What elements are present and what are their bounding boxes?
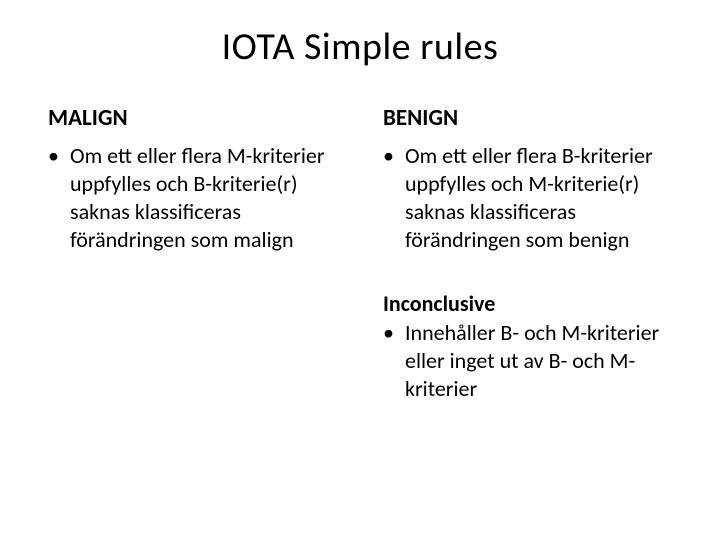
left-heading: MALIGN <box>48 104 351 132</box>
bullet-icon: • <box>383 142 405 170</box>
bullet-icon: • <box>383 319 405 347</box>
slide: IOTA Simple rules MALIGN • Om ett eller … <box>0 0 720 540</box>
list-item: • Innehåller B- och M-kriterier eller in… <box>383 319 686 403</box>
left-bullet-text: Om ett eller flera M-kriterier uppfylles… <box>70 142 351 254</box>
bullet-icon: • <box>48 142 70 170</box>
right-heading: BENIGN <box>383 104 686 132</box>
list-item: • Om ett eller flera B-kriterier uppfyll… <box>383 142 686 254</box>
inconclusive-heading: Inconclusive <box>383 290 686 317</box>
list-item: • Om ett eller flera M-kriterier uppfyll… <box>48 142 351 254</box>
left-column: MALIGN • Om ett eller flera M-kriterier … <box>48 104 351 411</box>
content-columns: MALIGN • Om ett eller flera M-kriterier … <box>0 94 720 411</box>
slide-title: IOTA Simple rules <box>0 0 720 94</box>
right-column: BENIGN • Om ett eller flera B-kriterier … <box>383 104 686 411</box>
inconclusive-bullet-text: Innehåller B- och M-kriterier eller inge… <box>405 319 686 403</box>
right-bullet-text: Om ett eller flera B-kriterier uppfylles… <box>405 142 686 254</box>
